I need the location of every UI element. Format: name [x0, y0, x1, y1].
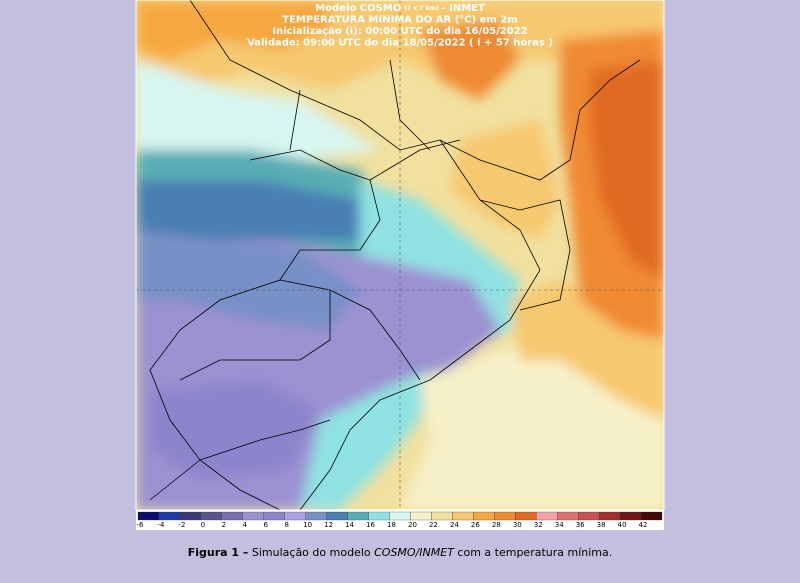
colorbar-label: 38 — [597, 521, 606, 529]
colorbar-swatch — [305, 511, 327, 521]
colorbar-swatch — [221, 511, 243, 521]
colorbar-label: 8 — [284, 521, 288, 529]
colorbar-label: 40 — [618, 521, 627, 529]
grid-lines — [136, 0, 664, 510]
colorbar-label: 10 — [303, 521, 312, 529]
title-line: Inicialização (i): 00:00 UTC do dia 16/0… — [272, 26, 527, 37]
colorbar-swatch — [494, 511, 516, 521]
colorbar-label: 0 — [201, 521, 205, 529]
colorbar-swatch — [179, 511, 202, 521]
colorbar-label: -2 — [178, 521, 185, 529]
caption-label: Figura 1 – — [187, 546, 249, 559]
colorbar-swatch — [431, 511, 453, 521]
colorbar-swatch — [158, 511, 181, 521]
colorbar-swatch — [410, 511, 432, 521]
colorbar-swatch — [368, 511, 390, 521]
colorbar-label: 26 — [471, 521, 480, 529]
colorbar-label: 24 — [450, 521, 459, 529]
colorbar-label: -4 — [157, 521, 165, 529]
colorbar-label: 36 — [576, 521, 585, 529]
colorbar-label: 2 — [222, 521, 226, 529]
colorbar-swatch — [263, 511, 285, 521]
colorbar-swatch — [619, 511, 642, 521]
colorbar-swatch — [473, 511, 495, 521]
colorbar-label: 32 — [534, 521, 543, 529]
colorbar-label: 18 — [387, 521, 396, 529]
colorbar-swatch — [137, 511, 160, 521]
colorbar-label: 16 — [366, 521, 375, 529]
colorbar-swatch — [557, 511, 579, 521]
caption-text: com a temperatura mínima. — [457, 546, 613, 559]
colorbar-swatch — [640, 511, 663, 521]
title-line: Modelo COSMO (7 x 7 km) - INMET — [315, 3, 485, 14]
colorbar-swatch — [452, 511, 474, 521]
title-part: Modelo COSMO — [315, 3, 401, 14]
figure-caption: Figura 1 – Simulação do modelo COSMO/INM… — [0, 546, 800, 559]
title-part: - INMET — [441, 3, 485, 14]
colorbar-label: 22 — [429, 521, 438, 529]
colorbar-swatch — [536, 511, 558, 521]
colorbar-swatch — [347, 511, 369, 521]
colorbar-swatch — [284, 511, 306, 521]
colorbar-label: 20 — [408, 521, 417, 529]
colorbar-swatch — [598, 511, 621, 521]
colorbar-label: 4 — [243, 521, 248, 529]
title-part: (7 x 7 km) — [404, 5, 438, 12]
colorbar-swatch — [578, 511, 600, 521]
temperature-field: Modelo COSMO (7 x 7 km) - INMETTEMPERATURA… — [136, 0, 664, 510]
colorbar-swatch — [326, 511, 348, 521]
caption-text: Simulação do modelo — [251, 546, 371, 559]
caption-italic: COSMO/INMET — [374, 546, 454, 559]
map-title: Modelo COSMO (7 x 7 km) - INMETTEMPERATURA… — [247, 3, 553, 49]
colorbar-swatch — [389, 511, 411, 521]
colorbar-label: 30 — [513, 521, 522, 529]
colorbar-swatch — [200, 511, 222, 521]
colorbar-label: 28 — [492, 521, 501, 529]
colorbar-label: 14 — [345, 521, 354, 529]
colorbar-label: -6 — [137, 521, 145, 529]
title-line: TEMPERATURA MINIMA DO AR (°C) em 2m — [282, 15, 517, 26]
colorbar-label: 42 — [639, 521, 648, 529]
colorbar-label: 6 — [264, 521, 269, 529]
title-line: Validade: 09:00 UTC do dia 18/05/2022 ( … — [247, 38, 553, 49]
colorbar-label: 12 — [324, 521, 333, 529]
colorbar-swatch — [515, 511, 537, 521]
colorbar-swatch — [242, 511, 264, 521]
colorbar-label: 34 — [555, 521, 564, 529]
colorbar: -6 -4 -2 0 2 4 6 8 10 12 14 16 18 20 22 24 26 28 30 32 34 36 3… — [137, 511, 663, 529]
weather-map: Modelo COSMO (7 x 7 km) - INMETTEMPERATURA… — [135, 0, 665, 530]
